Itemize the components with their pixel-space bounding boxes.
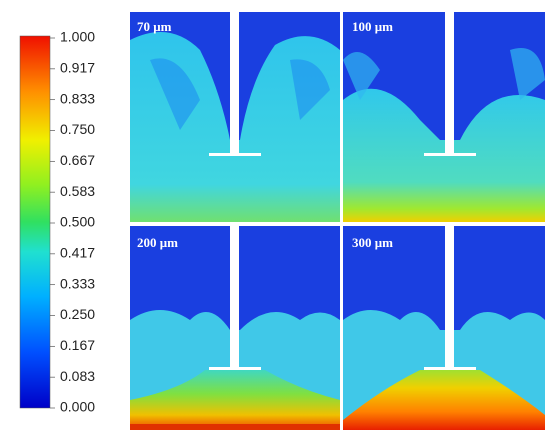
figure: 1.000 0.917 0.833 0.750 0.667 0.583 0.500 0.417… <box>0 0 545 434</box>
colorbar-label: 0.667 <box>60 152 95 168</box>
panel <box>130 12 340 222</box>
colorbar-label: 0.083 <box>60 368 95 384</box>
colorbar-label: 0.500 <box>60 214 95 230</box>
colorbar-label: 0.417 <box>60 245 95 261</box>
colorbar-label: 0.250 <box>60 306 95 322</box>
colorbar-label: 1.000 <box>60 29 95 45</box>
panel <box>343 12 545 222</box>
panel <box>130 226 340 430</box>
colorbar-label: 0.333 <box>60 275 95 291</box>
panel-label: 70 μm <box>137 19 172 34</box>
colorbar-label: 0.167 <box>60 337 95 353</box>
panel <box>343 226 545 430</box>
panel-label: 100 μm <box>352 19 393 34</box>
colorbar-label: 0.917 <box>60 60 95 76</box>
panel-label: 300 μm <box>352 235 393 250</box>
colorbar-label: 0.750 <box>60 121 95 137</box>
colorbar-label: 0.000 <box>60 399 95 415</box>
colorbar-label: 0.583 <box>60 183 95 199</box>
colorbar <box>20 36 50 408</box>
panel-label: 200 μm <box>137 235 178 250</box>
colorbar-label: 0.833 <box>60 90 95 106</box>
